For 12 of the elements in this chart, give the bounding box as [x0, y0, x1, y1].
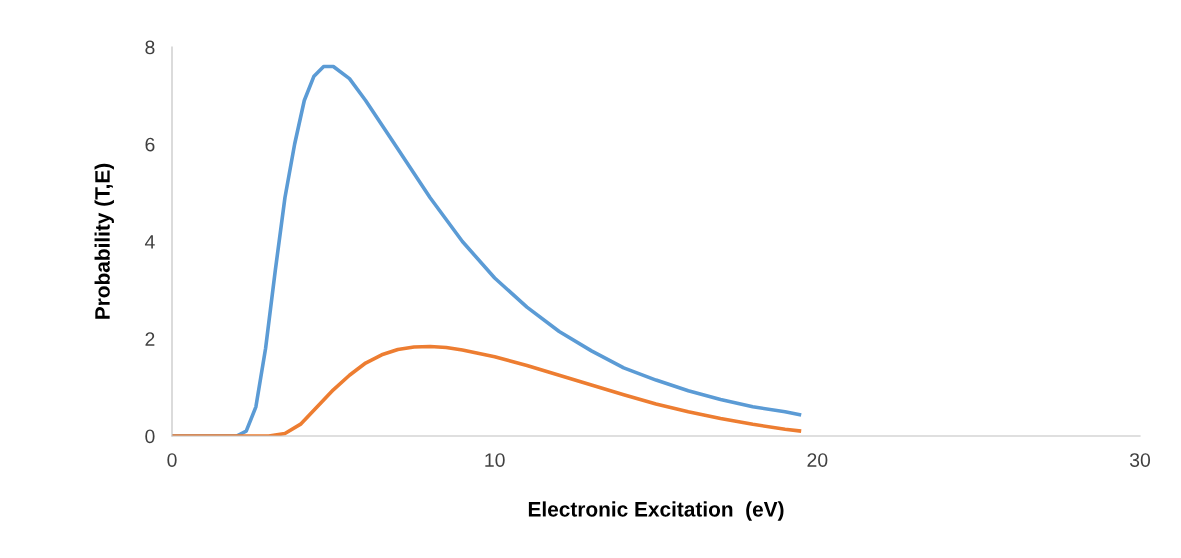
y-tick-label: 0: [145, 429, 155, 444]
y-tick-label: 6: [145, 137, 155, 152]
x-tick-label: 20: [807, 453, 828, 467]
x-tick-label: 0: [167, 453, 177, 467]
x-tick-label: 10: [485, 453, 505, 467]
y-tick-label: 2: [145, 332, 155, 346]
line-series: [172, 344, 804, 436]
y-tick-label: 8: [145, 40, 155, 55]
x-tick-label: 30: [1129, 453, 1151, 467]
y-tick-label: 4: [144, 235, 155, 249]
y-axis-title: Probability (T,E): [94, 163, 114, 319]
x-axis-title: Electronic Excitation (eV): [528, 501, 784, 521]
